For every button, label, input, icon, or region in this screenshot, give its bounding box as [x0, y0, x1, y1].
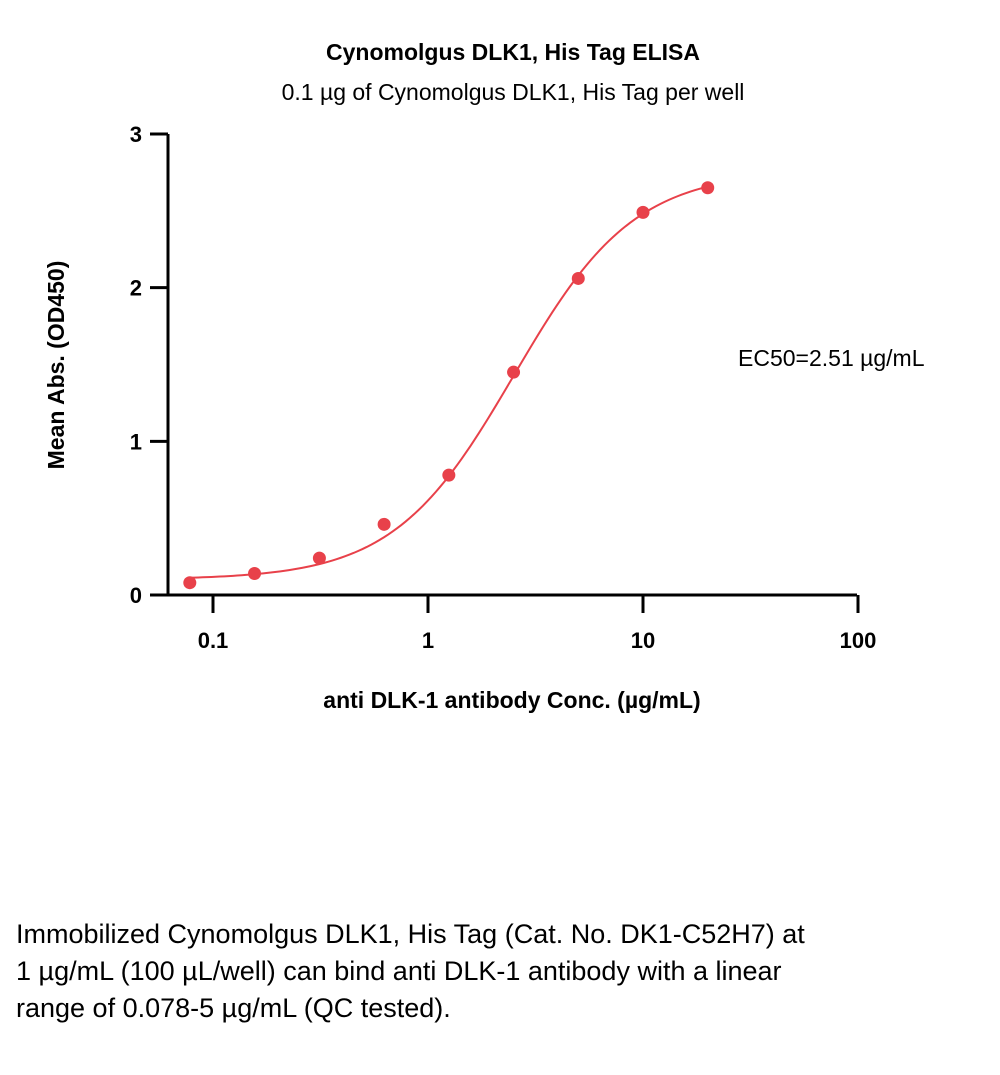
x-tick-label: 10 — [631, 628, 655, 653]
x-axis-label: anti DLK-1 antibody Conc. (µg/mL) — [323, 687, 700, 713]
chart-subtitle: 0.1 µg of Cynomolgus DLK1, His Tag per w… — [282, 79, 745, 105]
x-tick-label: 0.1 — [198, 628, 229, 653]
y-axis-label: Mean Abs. (OD450) — [43, 261, 69, 470]
x-tick-label: 1 — [422, 628, 434, 653]
caption: Immobilized Cynomolgus DLK1, His Tag (Ca… — [16, 919, 805, 1023]
axes: 0 1 2 3 0.1 1 10 100 — [130, 122, 877, 653]
x-tick-label: 100 — [840, 628, 877, 653]
y-tick-label: 3 — [130, 122, 142, 147]
chart-title: Cynomolgus DLK1, His Tag ELISA — [326, 39, 700, 65]
data-point — [636, 205, 650, 219]
data-point — [312, 551, 326, 565]
data-point — [442, 468, 456, 482]
y-ticks: 0 1 2 3 — [130, 122, 168, 608]
ec50-annotation: EC50=2.51 µg/mL — [738, 345, 925, 371]
data-point — [701, 181, 715, 195]
data-point — [183, 576, 197, 590]
elisa-chart: Cynomolgus DLK1, His Tag ELISA 0.1 µg of… — [43, 39, 925, 713]
data-point — [507, 365, 521, 379]
y-tick-label: 0 — [130, 583, 142, 608]
data-point — [377, 517, 391, 531]
data-points — [183, 181, 715, 590]
data-point — [248, 566, 262, 580]
fit-curve — [189, 185, 708, 579]
x-ticks: 0.1 1 10 100 — [198, 595, 877, 653]
data-point — [571, 271, 585, 285]
y-tick-label: 2 — [130, 276, 142, 301]
y-tick-label: 1 — [130, 429, 142, 454]
